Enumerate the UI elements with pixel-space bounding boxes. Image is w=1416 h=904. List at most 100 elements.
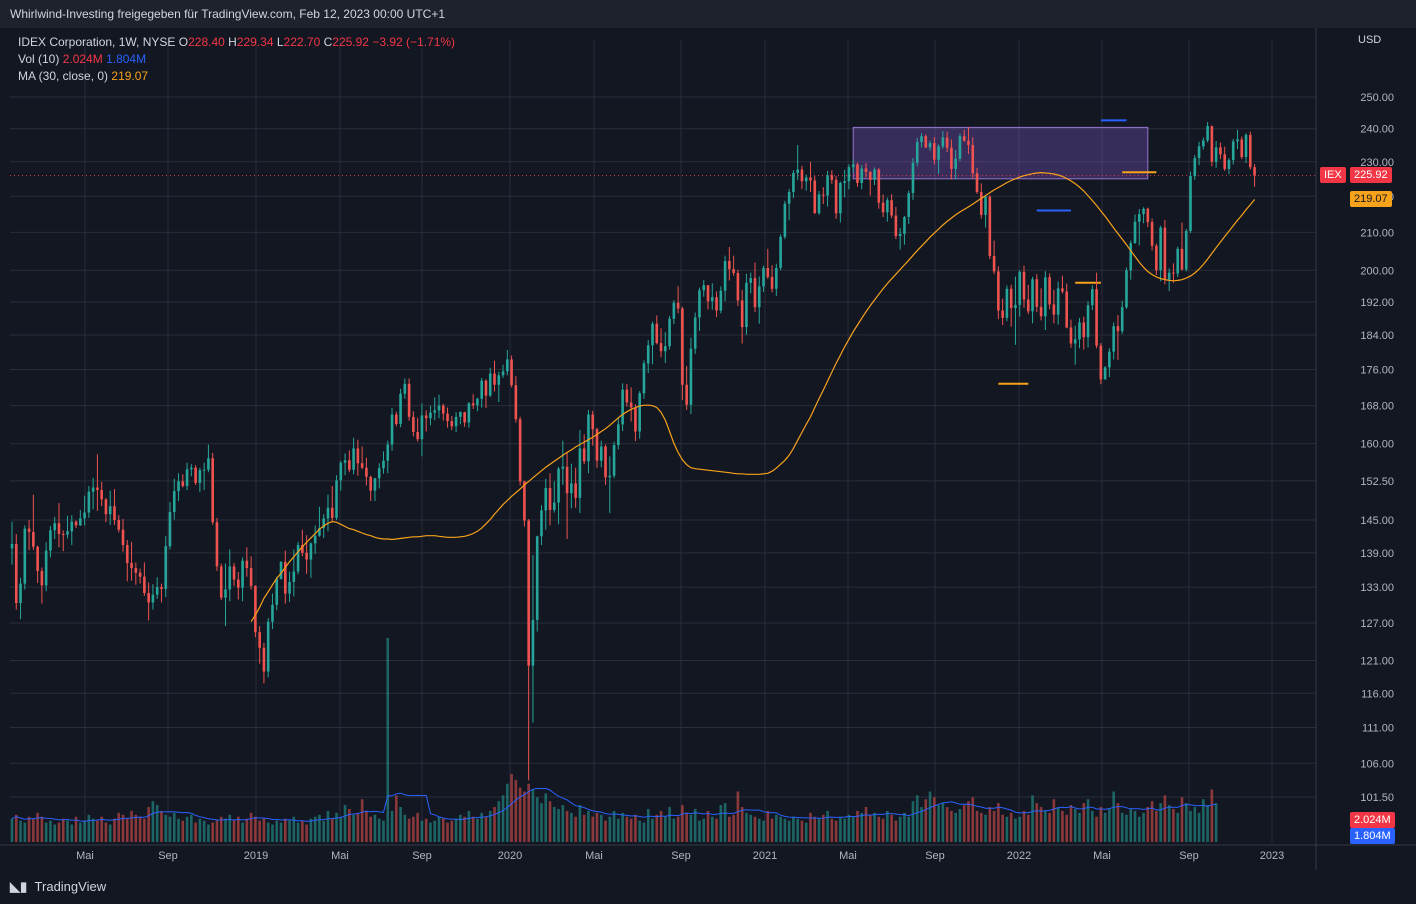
legend-ma-row[interactable]: MA (30, close, 0) 219.07 (18, 68, 455, 85)
tradingview-logo-icon[interactable]: ◣▮ (10, 879, 28, 894)
candle-body (800, 169, 804, 182)
candle-body (809, 177, 812, 181)
candle-body (1197, 146, 1201, 159)
candle-body (997, 271, 1000, 311)
candle-body (766, 267, 770, 277)
candle-body (971, 145, 975, 174)
price-axis[interactable]: 101.50 106.00 111.00 116.00 121.00 127.00 133.… (1360, 92, 1394, 804)
volume-bar (945, 807, 949, 842)
volume-bar (79, 822, 82, 842)
candle-body (894, 215, 898, 237)
volume-bar (544, 793, 548, 842)
volume-bar (570, 812, 573, 842)
candle-body (429, 412, 432, 419)
volume-bar (646, 808, 650, 842)
candle-body (565, 466, 569, 494)
volume-bar (531, 789, 535, 842)
legend-close-label: C (323, 35, 333, 49)
volume-bar (928, 791, 932, 842)
candle-body (339, 462, 343, 481)
candle-body (886, 200, 889, 213)
volume-bar (416, 812, 419, 842)
candle-body (1223, 154, 1226, 169)
candle-body (988, 196, 992, 257)
candle-body (745, 282, 748, 328)
candle-body (710, 297, 714, 302)
x-tick-label: Mai (839, 850, 857, 862)
volume-bar (365, 810, 368, 842)
candle-body (604, 446, 607, 478)
legend-volume-row[interactable]: Vol (10) 2.024M 1.804M (18, 51, 455, 68)
x-tick-label: 2021 (753, 850, 777, 862)
volume-bar (198, 818, 202, 842)
candle-body (839, 182, 842, 214)
volume-bar (514, 779, 518, 842)
volume-bar (886, 810, 889, 842)
x-tick-label: Sep (1179, 850, 1199, 862)
volume-bar (1155, 810, 1158, 842)
candle-body (587, 414, 590, 462)
candle-body (49, 530, 52, 551)
candle-body (847, 167, 851, 182)
volume-bar (151, 801, 155, 842)
candle-body (249, 568, 253, 586)
legend-symbol-row[interactable]: IDEX Corporation, 1W, NYSE O228.40 H229.… (18, 34, 455, 51)
candle-body (804, 177, 808, 182)
time-axis[interactable]: Mai Sep 2019 Mai Sep 2020 Mai Sep 2021 Mai Sep 2022… (76, 850, 1284, 862)
volume-bar (706, 810, 710, 842)
candle-body (992, 256, 996, 272)
candle-body (877, 169, 881, 203)
volume-bar (668, 807, 671, 842)
candle-body (501, 371, 505, 376)
volume-bar (219, 816, 223, 842)
candle-body (365, 467, 368, 477)
candle-body (215, 522, 219, 567)
volume-bar (770, 818, 774, 842)
candle-body (190, 467, 193, 470)
volume-bar (975, 810, 979, 842)
volume-bar (740, 807, 744, 842)
candle-body (454, 416, 458, 427)
x-tick-label: Sep (412, 850, 432, 862)
legend-open-label: O (178, 35, 189, 49)
candle-body (557, 468, 560, 503)
volume-bar (890, 814, 893, 842)
candle-body (984, 196, 987, 215)
candle-body (719, 290, 723, 311)
volume-bar (1146, 807, 1150, 842)
candle-body (608, 475, 612, 478)
candle-body (1253, 167, 1256, 176)
candle-body (1108, 351, 1111, 368)
candle-body (676, 302, 680, 309)
currency-label[interactable]: USD (1358, 34, 1382, 46)
candle-body (275, 578, 279, 605)
volume-bar (822, 814, 825, 842)
volume-bar (518, 787, 522, 842)
volume-bar (638, 820, 641, 842)
candle-body (817, 194, 821, 214)
volume-bar (53, 824, 56, 842)
volume-bar (83, 820, 86, 842)
brand-name[interactable]: TradingView (34, 879, 107, 894)
candle-body (420, 415, 424, 440)
volume-bar (685, 812, 688, 842)
candle-body (198, 470, 202, 483)
volume-bar (745, 812, 748, 842)
y-tick-label: 121.00 (1360, 656, 1394, 668)
volume-bar (164, 814, 168, 842)
volume-bar (441, 818, 445, 842)
candle-body (950, 147, 953, 169)
candle-body (424, 415, 428, 419)
candle-body (1150, 222, 1154, 246)
x-tick-label: 2019 (244, 850, 268, 862)
candle-body (1086, 305, 1090, 338)
candle-body (1227, 160, 1231, 169)
volume-bar (1150, 801, 1154, 842)
x-tick-label: Sep (671, 850, 691, 862)
candle-body (535, 536, 539, 620)
volume-bar (958, 808, 962, 842)
volume-bar (941, 803, 945, 842)
x-tick-label: 2022 (1007, 850, 1031, 862)
candle-body (138, 572, 142, 577)
